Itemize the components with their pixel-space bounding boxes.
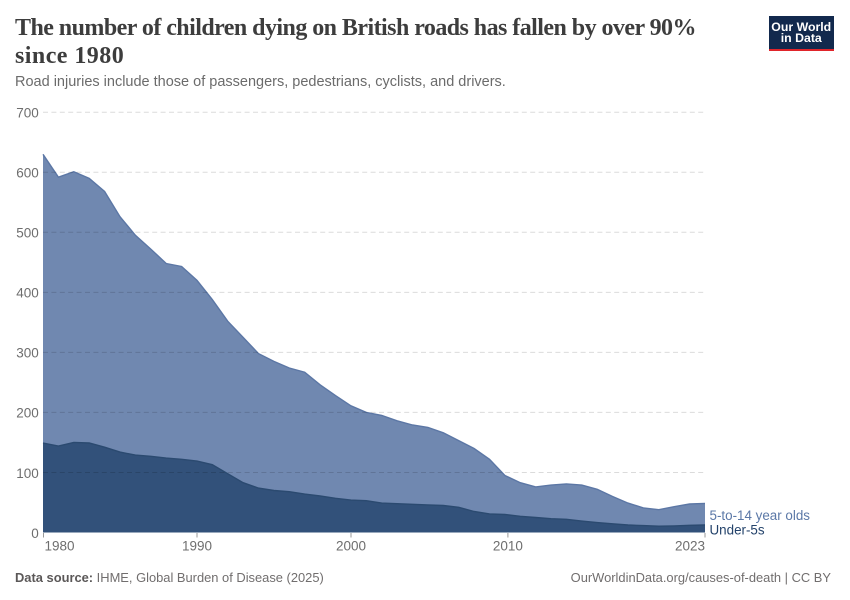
- svg-text:300: 300: [16, 346, 39, 361]
- svg-text:2023: 2023: [675, 539, 705, 554]
- svg-text:5-to-14 year olds: 5-to-14 year olds: [710, 508, 811, 523]
- svg-text:0: 0: [31, 526, 39, 541]
- svg-text:200: 200: [16, 406, 39, 421]
- svg-text:600: 600: [16, 166, 39, 181]
- svg-text:2000: 2000: [336, 539, 366, 554]
- svg-text:1990: 1990: [182, 539, 212, 554]
- svg-text:100: 100: [16, 466, 39, 481]
- svg-text:700: 700: [16, 106, 39, 121]
- svg-text:500: 500: [16, 226, 39, 241]
- svg-text:1980: 1980: [45, 539, 75, 554]
- svg-text:400: 400: [16, 286, 39, 301]
- svg-text:2010: 2010: [493, 539, 523, 554]
- svg-text:Under-5s: Under-5s: [710, 523, 765, 538]
